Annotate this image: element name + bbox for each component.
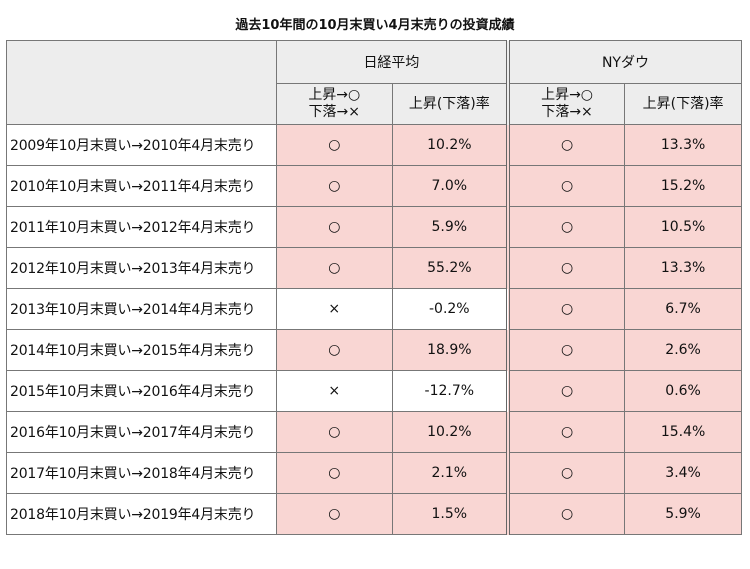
nikkei-updown-mark: ○ xyxy=(275,329,393,371)
table-row: 2016年10月末買い→2017年4月末売り ○ 10.2% ○ 15.4% xyxy=(6,411,742,453)
ny-updown-header: 上昇→○ 下落→× xyxy=(505,83,626,125)
ny-rate-value: 10.5% xyxy=(624,206,742,248)
table-row: 2014年10月末買い→2015年4月末売り ○ 18.9% ○ 2.6% xyxy=(6,329,742,371)
period-label: 2013年10月末買い→2014年4月末売り xyxy=(6,288,277,330)
table-title: 過去10年間の10月末買い4月末売りの投資成績 xyxy=(235,18,515,33)
nikkei-rate-value: -0.2% xyxy=(391,288,509,330)
ny-updown-mark: ○ xyxy=(505,206,626,248)
ny-rate-value: 0.6% xyxy=(624,370,742,412)
ny-updown-mark: ○ xyxy=(505,452,626,494)
nikkei-rate-value: 5.9% xyxy=(391,206,509,248)
nikkei-updown-mark: ○ xyxy=(275,124,393,166)
period-label: 2012年10月末買い→2013年4月末売り xyxy=(6,247,277,289)
nikkei-updown-mark: ○ xyxy=(275,452,393,494)
ny-rate-value: 2.6% xyxy=(624,329,742,371)
results-table: 日経平均 NYダウ 上昇→○ 下落→× 上昇(下落)率 上昇→○ 下落→× 上昇… xyxy=(6,40,742,535)
nikkei-rate-value: 55.2% xyxy=(391,247,509,289)
table-row: 2018年10月末買い→2019年4月末売り ○ 1.5% ○ 5.9% xyxy=(6,493,742,535)
period-label: 2010年10月末買い→2011年4月末売り xyxy=(6,165,277,207)
header-nikkei: 日経平均 xyxy=(275,40,509,84)
table-body: 2009年10月末買い→2010年4月末売り ○ 10.2% ○ 13.3% 2010年1… xyxy=(6,124,742,535)
nikkei-updown-mark: ○ xyxy=(275,411,393,453)
ny-rate-value: 5.9% xyxy=(624,493,742,535)
header-nydow: NYダウ xyxy=(505,40,742,84)
nikkei-rate-value: 18.9% xyxy=(391,329,509,371)
nikkei-updown-mark: ○ xyxy=(275,247,393,289)
nikkei-updown-mark: × xyxy=(275,288,393,330)
ny-rate-value: 15.2% xyxy=(624,165,742,207)
ny-updown-mark: ○ xyxy=(505,370,626,412)
nikkei-rate-header: 上昇(下落)率 xyxy=(391,83,509,125)
ny-updown-mark: ○ xyxy=(505,329,626,371)
sub-header-row: 上昇→○ 下落→× 上昇(下落)率 上昇→○ 下落→× 上昇(下落)率 xyxy=(7,83,742,125)
table-row: 2012年10月末買い→2013年4月末売り ○ 55.2% ○ 13.3% xyxy=(6,247,742,289)
table-row: 2011年10月末買い→2012年4月末売り ○ 5.9% ○ 10.5% xyxy=(6,206,742,248)
ny-updown-mark: ○ xyxy=(505,411,626,453)
ny-rate-value: 6.7% xyxy=(624,288,742,330)
period-label: 2016年10月末買い→2017年4月末売り xyxy=(6,411,277,453)
nikkei-rate-value: 10.2% xyxy=(391,124,509,166)
table-row: 2009年10月末買い→2010年4月末売り ○ 10.2% ○ 13.3% xyxy=(6,124,742,166)
nikkei-updown-mark: ○ xyxy=(275,206,393,248)
table-row: 2015年10月末買い→2016年4月末売り × -12.7% ○ 0.6% xyxy=(6,370,742,412)
updown-line-2: 下落→× xyxy=(541,104,593,120)
nikkei-rate-value: 7.0% xyxy=(391,165,509,207)
nikkei-rate-value: -12.7% xyxy=(391,370,509,412)
nikkei-updown-mark: × xyxy=(275,370,393,412)
nikkei-updown-mark: ○ xyxy=(275,493,393,535)
group-header-row: 日経平均 NYダウ xyxy=(6,40,742,125)
ny-updown-mark: ○ xyxy=(505,247,626,289)
ny-updown-mark: ○ xyxy=(505,124,626,166)
period-label: 2011年10月末買い→2012年4月末売り xyxy=(6,206,277,248)
table-row: 2010年10月末買い→2011年4月末売り ○ 7.0% ○ 15.2% xyxy=(6,165,742,207)
nikkei-updown-header: 上昇→○ 下落→× xyxy=(275,83,393,125)
table-row: 2017年10月末買い→2018年4月末売り ○ 2.1% ○ 3.4% xyxy=(6,452,742,494)
period-label: 2009年10月末買い→2010年4月末売り xyxy=(6,124,277,166)
period-label: 2018年10月末買い→2019年4月末売り xyxy=(6,493,277,535)
nikkei-rate-value: 2.1% xyxy=(391,452,509,494)
ny-rate-value: 13.3% xyxy=(624,247,742,289)
ny-rate-value: 3.4% xyxy=(624,452,742,494)
table-row: 2013年10月末買い→2014年4月末売り × -0.2% ○ 6.7% xyxy=(6,288,742,330)
ny-rate-value: 15.4% xyxy=(624,411,742,453)
nikkei-updown-mark: ○ xyxy=(275,165,393,207)
period-label: 2015年10月末買い→2016年4月末売り xyxy=(6,370,277,412)
updown-line-2: 下落→× xyxy=(308,104,361,120)
ny-updown-mark: ○ xyxy=(505,165,626,207)
updown-line-1: 上昇→○ xyxy=(308,87,361,103)
period-label: 2017年10月末買い→2018年4月末売り xyxy=(6,452,277,494)
ny-updown-mark: ○ xyxy=(505,493,626,535)
updown-line-1: 上昇→○ xyxy=(541,87,594,103)
nikkei-rate-value: 10.2% xyxy=(391,411,509,453)
ny-rate-value: 13.3% xyxy=(624,124,742,166)
ny-updown-mark: ○ xyxy=(505,288,626,330)
ny-rate-header: 上昇(下落)率 xyxy=(624,83,742,125)
header-empty-cell xyxy=(6,40,277,125)
period-label: 2014年10月末買い→2015年4月末売り xyxy=(6,329,277,371)
nikkei-rate-value: 1.5% xyxy=(391,493,509,535)
